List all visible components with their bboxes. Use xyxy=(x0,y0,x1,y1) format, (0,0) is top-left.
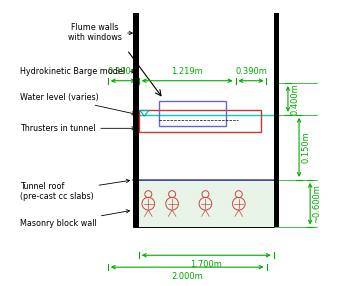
Bar xyxy=(159,101,226,126)
Text: Tunnel roof
(pre-cast cc slabs): Tunnel roof (pre-cast cc slabs) xyxy=(20,179,129,202)
Text: 0.400m: 0.400m xyxy=(290,83,299,115)
Text: 2.000m: 2.000m xyxy=(171,272,203,281)
Text: ~0.600m: ~0.600m xyxy=(313,184,321,223)
Bar xyxy=(139,110,261,132)
Text: Masonry block wall: Masonry block wall xyxy=(20,210,129,228)
Bar xyxy=(133,180,274,227)
Text: 1.700m: 1.700m xyxy=(190,260,222,269)
Text: Flume walls
with windows: Flume walls with windows xyxy=(68,23,132,42)
Text: Thrusters in tunnel: Thrusters in tunnel xyxy=(20,124,135,133)
Text: 0.150m: 0.150m xyxy=(302,132,310,163)
Text: Hydrokinetic Barge model: Hydrokinetic Barge model xyxy=(20,67,135,76)
Text: 0.390m: 0.390m xyxy=(235,67,267,76)
Text: 0.390m: 0.390m xyxy=(107,67,139,76)
Text: 1.219m: 1.219m xyxy=(171,67,203,76)
Text: Water level (varies): Water level (varies) xyxy=(20,93,135,115)
Bar xyxy=(133,13,139,227)
Bar xyxy=(274,13,279,227)
